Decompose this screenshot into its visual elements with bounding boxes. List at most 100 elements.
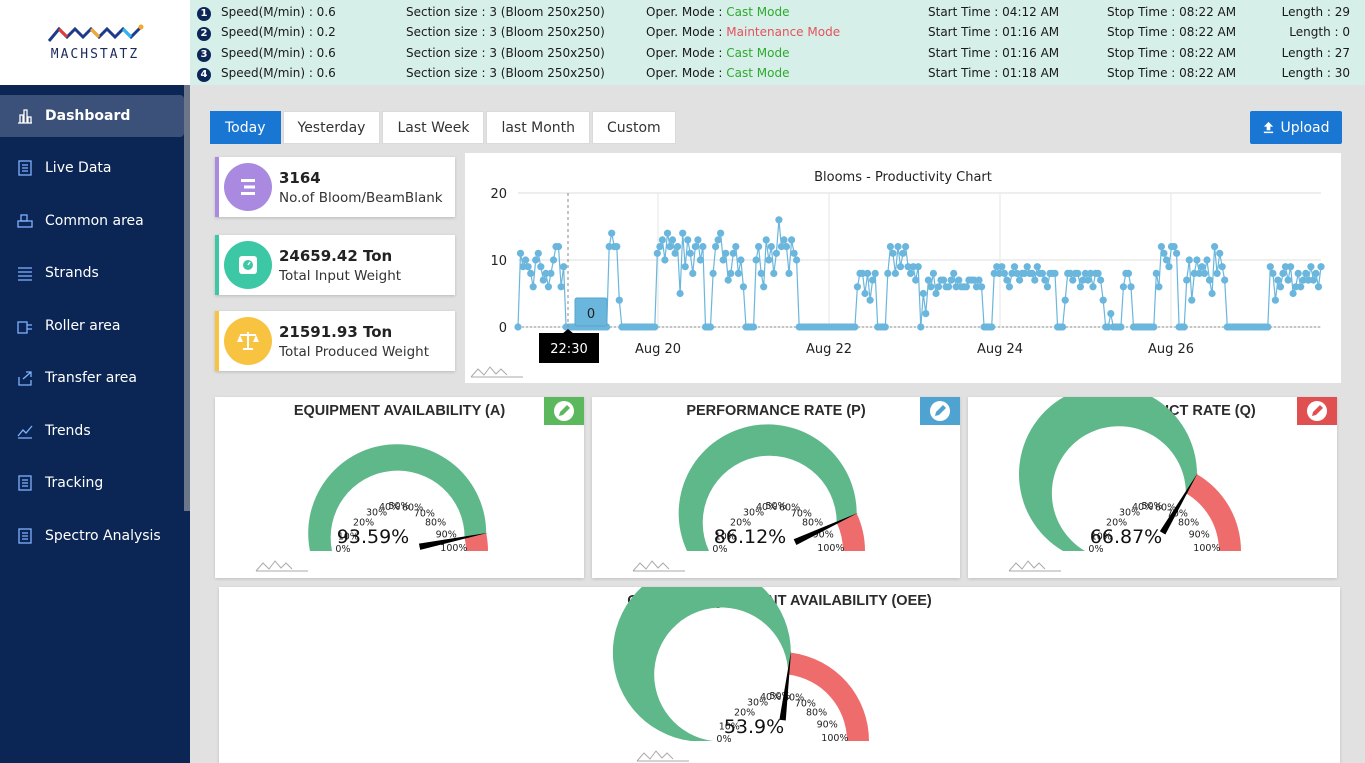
data-point[interactable]	[608, 229, 616, 237]
data-point[interactable]	[524, 263, 532, 271]
data-point[interactable]	[871, 269, 879, 277]
data-point[interactable]	[869, 276, 877, 284]
data-point[interactable]	[1287, 263, 1295, 271]
data-point[interactable]	[1284, 276, 1292, 284]
data-point[interactable]	[917, 323, 925, 331]
data-point[interactable]	[1274, 276, 1282, 284]
data-point[interactable]	[1162, 256, 1171, 264]
sidebar-item-live-data[interactable]: Live Data	[0, 147, 184, 189]
data-point[interactable]	[529, 283, 537, 291]
data-point[interactable]	[1089, 283, 1097, 291]
data-point[interactable]	[934, 283, 943, 291]
data-point[interactable]	[532, 256, 540, 264]
data-point[interactable]	[1051, 269, 1059, 277]
sidebar-item-common-area[interactable]: Common area	[0, 200, 184, 242]
data-point[interactable]	[1193, 256, 1201, 264]
edit-performance-button[interactable]	[920, 397, 960, 425]
data-point[interactable]	[554, 243, 563, 251]
data-point[interactable]	[668, 236, 677, 244]
data-point[interactable]	[851, 323, 859, 331]
data-point[interactable]	[651, 323, 659, 331]
data-point[interactable]	[1010, 263, 1019, 271]
data-point[interactable]	[674, 243, 682, 251]
data-point[interactable]	[719, 256, 727, 264]
data-point[interactable]	[1304, 276, 1312, 284]
data-point[interactable]	[1173, 249, 1181, 257]
data-point[interactable]	[793, 256, 801, 264]
data-point[interactable]	[522, 256, 530, 264]
data-point[interactable]	[547, 269, 555, 277]
data-point[interactable]	[881, 323, 889, 331]
data-point[interactable]	[519, 263, 527, 271]
data-point[interactable]	[790, 249, 798, 257]
data-point[interactable]	[1195, 269, 1203, 277]
data-point[interactable]	[1127, 283, 1135, 291]
data-point[interactable]	[537, 263, 545, 271]
data-point[interactable]	[955, 276, 963, 284]
data-point[interactable]	[927, 283, 935, 291]
data-point[interactable]	[1160, 249, 1168, 257]
sidebar-item-strands[interactable]: Strands	[0, 252, 184, 294]
tab-custom[interactable]: Custom	[592, 111, 676, 144]
data-point[interactable]	[1185, 256, 1193, 264]
data-point[interactable]	[1066, 269, 1074, 277]
data-point[interactable]	[1307, 263, 1315, 271]
data-point[interactable]	[534, 249, 542, 257]
data-point[interactable]	[909, 263, 917, 271]
edit-quality-button[interactable]	[1297, 397, 1337, 425]
edit-availability-button[interactable]	[544, 397, 584, 425]
data-point[interactable]	[514, 323, 522, 331]
data-point[interactable]	[1084, 276, 1092, 284]
tab-last-week[interactable]: Last Week	[382, 111, 485, 144]
data-point[interactable]	[549, 256, 558, 264]
data-point[interactable]	[1188, 296, 1196, 304]
data-point[interactable]	[1292, 283, 1300, 291]
data-point[interactable]	[737, 256, 745, 264]
data-point[interactable]	[950, 269, 958, 277]
data-point[interactable]	[1211, 243, 1219, 251]
data-point[interactable]	[919, 289, 927, 298]
data-point[interactable]	[861, 289, 869, 298]
data-point[interactable]	[988, 323, 996, 331]
data-point[interactable]	[722, 249, 730, 257]
data-point[interactable]	[1155, 283, 1163, 291]
data-point[interactable]	[782, 243, 791, 251]
data-point[interactable]	[1294, 269, 1302, 277]
data-point[interactable]	[661, 256, 669, 264]
data-point[interactable]	[732, 243, 740, 251]
data-point[interactable]	[864, 269, 872, 277]
data-point[interactable]	[947, 276, 955, 284]
data-point[interactable]	[1205, 276, 1214, 284]
data-point[interactable]	[1314, 283, 1323, 291]
data-point[interactable]	[1069, 276, 1077, 284]
data-point[interactable]	[696, 256, 704, 264]
data-point[interactable]	[894, 243, 902, 251]
data-point[interactable]	[772, 249, 780, 257]
data-point[interactable]	[560, 263, 568, 271]
data-point[interactable]	[691, 243, 699, 251]
data-point[interactable]	[1099, 296, 1107, 304]
data-point[interactable]	[1124, 269, 1133, 277]
data-point[interactable]	[1079, 276, 1087, 284]
data-point[interactable]	[1059, 323, 1067, 331]
data-point[interactable]	[717, 229, 725, 237]
data-point[interactable]	[656, 243, 664, 251]
data-point[interactable]	[1266, 263, 1274, 271]
data-point[interactable]	[1061, 296, 1069, 304]
data-point[interactable]	[762, 236, 770, 244]
data-point[interactable]	[1043, 283, 1051, 291]
data-point[interactable]	[1190, 269, 1198, 277]
sidebar-item-transfer-area[interactable]: Transfer area	[0, 357, 184, 399]
data-point[interactable]	[1005, 283, 1014, 291]
data-point[interactable]	[1216, 249, 1224, 257]
data-point[interactable]	[858, 269, 867, 277]
data-point[interactable]	[972, 283, 981, 291]
data-point[interactable]	[1031, 276, 1039, 284]
data-point[interactable]	[1008, 269, 1016, 277]
data-point[interactable]	[1013, 269, 1021, 277]
data-point[interactable]	[1086, 269, 1095, 277]
data-point[interactable]	[970, 276, 978, 284]
data-point[interactable]	[914, 263, 922, 271]
data-point[interactable]	[539, 276, 547, 284]
data-point[interactable]	[1097, 276, 1105, 284]
